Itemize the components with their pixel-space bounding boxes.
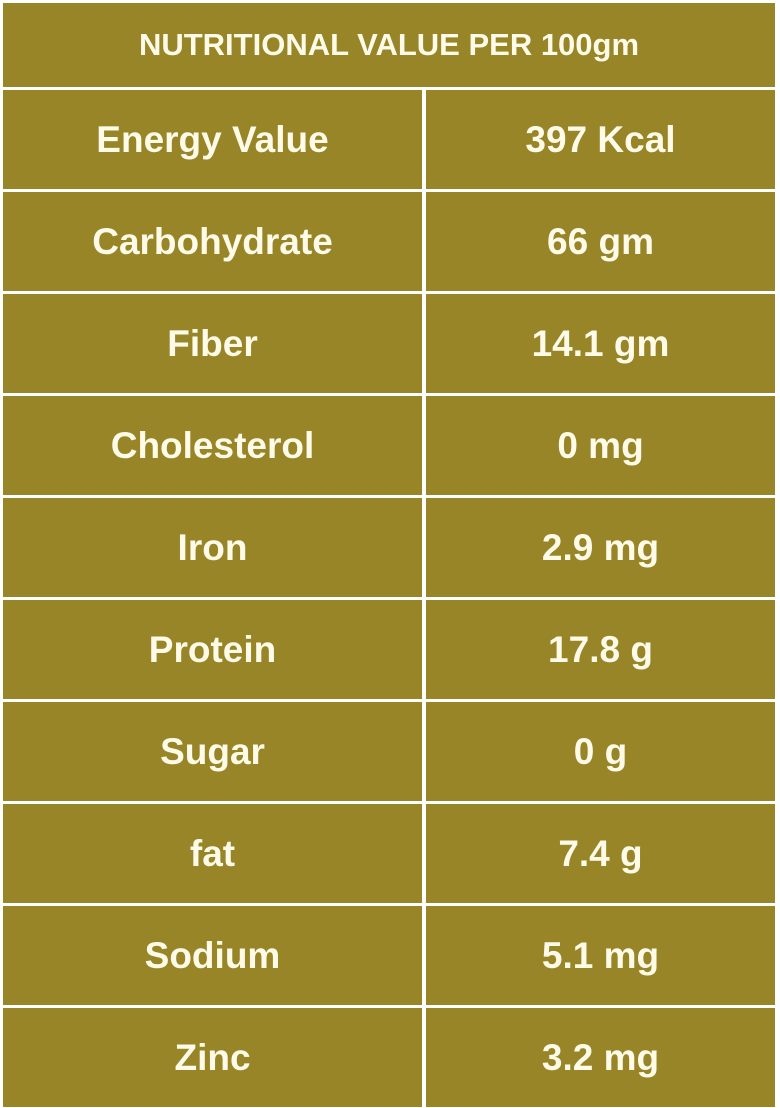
nutrient-label: Sodium xyxy=(3,906,422,1005)
nutrient-value: 7.4 g xyxy=(426,804,775,903)
nutrient-label: fat xyxy=(3,804,422,903)
table-row: Sodium 5.1 mg xyxy=(3,906,775,1005)
nutrient-label: Fiber xyxy=(3,294,422,393)
table-row: Energy Value 397 Kcal xyxy=(3,90,775,189)
nutrient-value: 14.1 gm xyxy=(426,294,775,393)
table-row: Zinc 3.2 mg xyxy=(3,1008,775,1107)
nutrition-table: NUTRITIONAL VALUE PER 100gm Energy Value… xyxy=(3,3,775,1107)
table-row: Carbohydrate 66 gm xyxy=(3,192,775,291)
nutrient-label: Protein xyxy=(3,600,422,699)
nutrient-value: 5.1 mg xyxy=(426,906,775,1005)
nutrient-value: 397 Kcal xyxy=(426,90,775,189)
nutrient-value: 3.2 mg xyxy=(426,1008,775,1107)
nutrient-value: 17.8 g xyxy=(426,600,775,699)
nutrient-value: 0 g xyxy=(426,702,775,801)
nutrient-value: 0 mg xyxy=(426,396,775,495)
table-row: Sugar 0 g xyxy=(3,702,775,801)
nutrient-label: Iron xyxy=(3,498,422,597)
table-row: Cholesterol 0 mg xyxy=(3,396,775,495)
nutrient-label: Carbohydrate xyxy=(3,192,422,291)
table-row: Fiber 14.1 gm xyxy=(3,294,775,393)
table-row: Iron 2.9 mg xyxy=(3,498,775,597)
nutrient-label: Zinc xyxy=(3,1008,422,1107)
nutrient-value: 2.9 mg xyxy=(426,498,775,597)
table-title: NUTRITIONAL VALUE PER 100gm xyxy=(3,3,775,87)
nutrient-label: Energy Value xyxy=(3,90,422,189)
nutrient-label: Cholesterol xyxy=(3,396,422,495)
table-row: Protein 17.8 g xyxy=(3,600,775,699)
nutrient-label: Sugar xyxy=(3,702,422,801)
nutrient-value: 66 gm xyxy=(426,192,775,291)
table-row: fat 7.4 g xyxy=(3,804,775,903)
